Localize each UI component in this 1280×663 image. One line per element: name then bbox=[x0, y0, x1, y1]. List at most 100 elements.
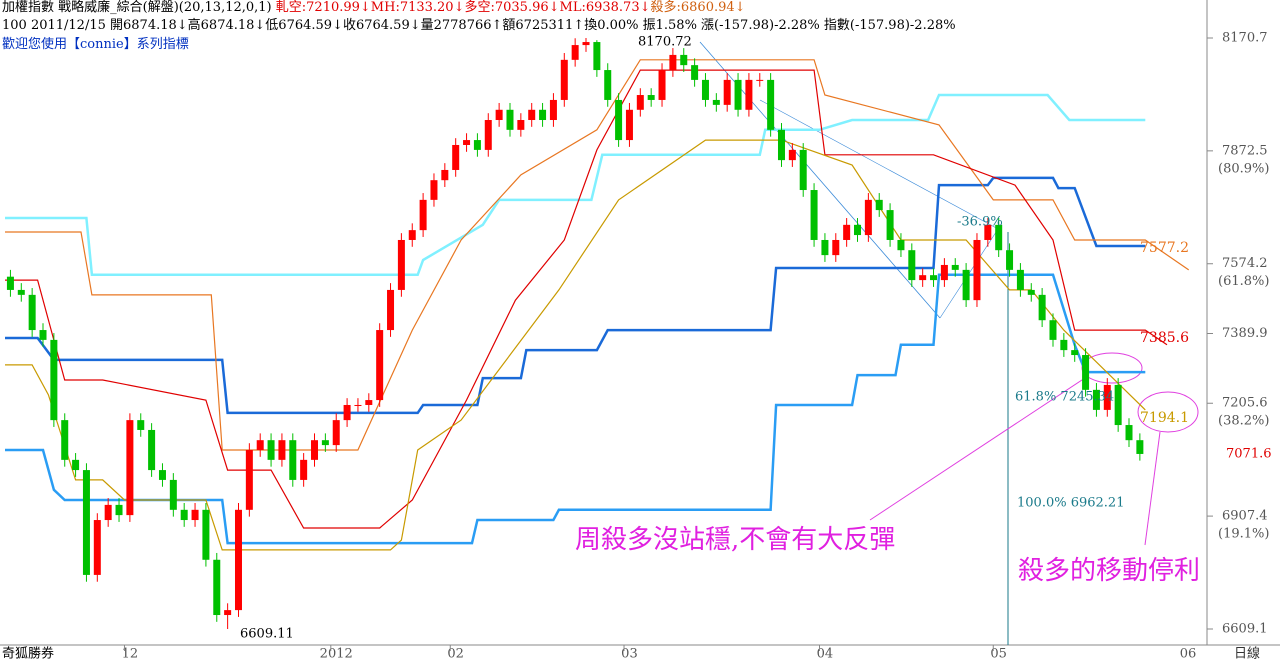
candle-body bbox=[28, 294, 36, 331]
candle-body bbox=[278, 440, 286, 460]
candle-body bbox=[61, 420, 69, 460]
candle-body bbox=[821, 239, 829, 256]
candle-body bbox=[897, 239, 905, 251]
annotation: 8170.72 bbox=[638, 35, 692, 50]
comment-text: 周殺多沒站穩,不會有大反彈 bbox=[575, 525, 895, 555]
candle-body bbox=[1103, 384, 1111, 410]
period-label: 日線 bbox=[1234, 646, 1260, 662]
candle-body bbox=[1027, 289, 1035, 295]
candle-body bbox=[582, 42, 590, 46]
y-tick-label: 7205.6 bbox=[1222, 396, 1268, 411]
y-tick-label: 6609.1 bbox=[1222, 621, 1268, 636]
candle-body bbox=[680, 54, 688, 66]
candle-body bbox=[126, 420, 134, 516]
candle-body bbox=[332, 420, 340, 446]
candle-body bbox=[767, 79, 775, 130]
candle-body bbox=[712, 99, 720, 105]
candle-body bbox=[137, 420, 145, 430]
candle-body bbox=[169, 479, 177, 510]
candle-body bbox=[224, 610, 232, 616]
x-tick-label: 12 bbox=[122, 647, 139, 662]
header-line: 加權指數 戰略威廉_綜合(解盤)(20,13,12,0,1) 軋空:7210.9… bbox=[2, 0, 746, 16]
candle-body bbox=[962, 269, 970, 301]
candle-body bbox=[875, 199, 883, 211]
y-tick-sublabel: (38.2%) bbox=[1218, 414, 1269, 429]
line-end-label: 7577.2 bbox=[1140, 240, 1189, 256]
candle-body bbox=[647, 95, 655, 100]
candle-body bbox=[506, 109, 514, 130]
y-tick-sublabel: (19.1%) bbox=[1218, 527, 1269, 542]
x-tick-label: 06 bbox=[1180, 647, 1197, 662]
candle-body bbox=[1082, 355, 1090, 390]
candle-body bbox=[397, 239, 405, 290]
candle-body bbox=[17, 289, 25, 295]
x-tick-label: 02 bbox=[447, 647, 464, 662]
y-tick-sublabel: (80.9%) bbox=[1218, 161, 1269, 176]
candle-body bbox=[658, 70, 666, 100]
candle-body bbox=[1114, 384, 1122, 426]
indicator-line bbox=[5, 93, 1146, 277]
candle-body bbox=[810, 190, 818, 240]
candle-body bbox=[115, 504, 123, 516]
x-tick-label: 2012 bbox=[320, 647, 353, 662]
candle-body bbox=[788, 149, 796, 161]
candle-body bbox=[669, 54, 677, 71]
candle-body bbox=[321, 440, 329, 446]
candle-body bbox=[463, 140, 471, 145]
candle-body bbox=[908, 250, 916, 281]
candle-body bbox=[799, 149, 807, 191]
annotation: 61.8% 7245.34 bbox=[1015, 390, 1114, 405]
candle-body bbox=[864, 199, 872, 236]
candle-body bbox=[180, 509, 188, 521]
candle-body bbox=[93, 520, 101, 575]
candle-body bbox=[158, 470, 166, 480]
candle-body bbox=[625, 109, 633, 141]
candle-body bbox=[691, 65, 699, 80]
y-tick-label: 8170.7 bbox=[1222, 30, 1268, 45]
last-price-label: 7071.6 bbox=[1226, 446, 1272, 461]
indicator-line bbox=[5, 69, 1168, 529]
candle-body bbox=[376, 330, 384, 401]
candle-body bbox=[387, 289, 395, 331]
candle-body bbox=[777, 129, 785, 161]
candle-body bbox=[365, 400, 373, 405]
candle-body bbox=[984, 224, 992, 240]
x-tick-label: 03 bbox=[621, 647, 638, 662]
candle-body bbox=[148, 429, 156, 471]
annotation: 6609.11 bbox=[240, 627, 294, 642]
candle-body bbox=[604, 70, 612, 100]
y-tick-sublabel: (61.8%) bbox=[1218, 274, 1269, 289]
candle-body bbox=[50, 339, 58, 421]
y-tick-label: 7872.5 bbox=[1222, 143, 1268, 158]
candle-body bbox=[701, 79, 709, 100]
highlight-ellipse bbox=[1137, 391, 1199, 433]
indicator: 軋空:7210.99↓ bbox=[275, 0, 371, 15]
candle-body bbox=[593, 42, 601, 71]
pointer-line bbox=[869, 377, 1086, 521]
candle-body bbox=[571, 45, 579, 60]
candle-body bbox=[1136, 440, 1144, 454]
candle-body bbox=[951, 264, 959, 270]
candle-body bbox=[1071, 350, 1079, 356]
line-end-label: 7385.6 bbox=[1140, 330, 1189, 346]
candle-body bbox=[528, 109, 536, 121]
candle-body bbox=[636, 95, 644, 110]
header-info: 100 2011/12/15 開6874.18↓高6874.18↓低6764.5… bbox=[2, 18, 956, 33]
candle-body bbox=[973, 239, 981, 301]
candle-body bbox=[1006, 250, 1014, 270]
candle-body bbox=[473, 140, 481, 150]
candle-body bbox=[452, 144, 460, 170]
y-tick-label: 7574.2 bbox=[1222, 256, 1268, 271]
y-tick-label: 6907.4 bbox=[1222, 509, 1268, 524]
comment-text: 殺多的移動停利 bbox=[1018, 556, 1200, 586]
fib-diagonal bbox=[939, 225, 1001, 319]
candle-body bbox=[430, 180, 438, 200]
candle-body bbox=[202, 509, 210, 560]
candle-body bbox=[245, 450, 253, 510]
candle-body bbox=[745, 79, 753, 110]
candle-body bbox=[82, 470, 90, 575]
candle-body bbox=[6, 276, 14, 290]
candle-body bbox=[441, 169, 449, 181]
candle-body bbox=[756, 79, 764, 81]
